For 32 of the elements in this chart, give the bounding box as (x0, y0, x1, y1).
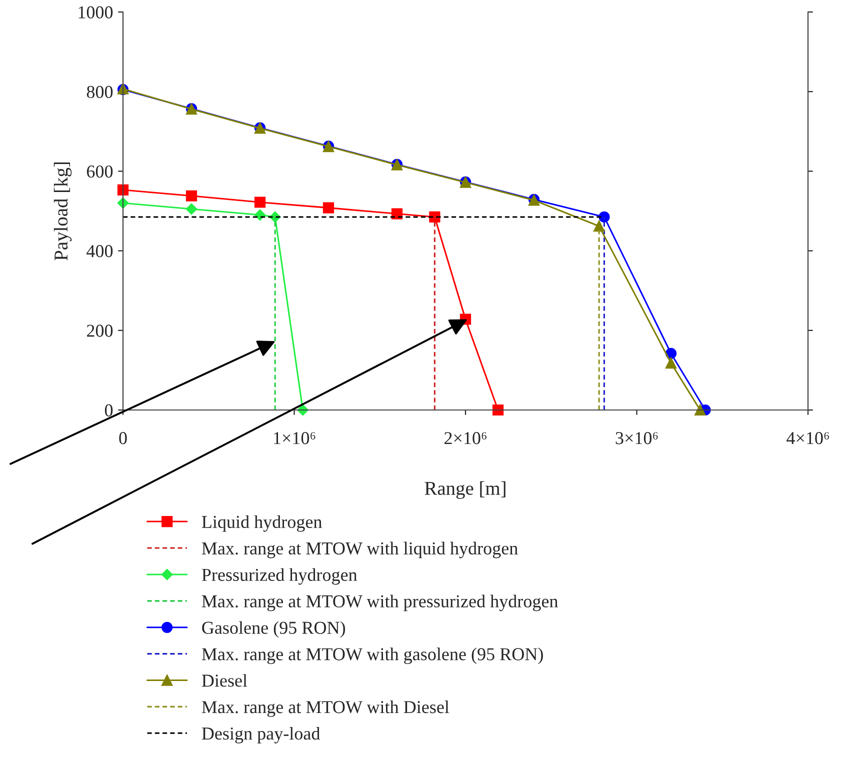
point (186, 203, 198, 215)
legend-label: Liquid hydrogen (202, 515, 322, 532)
x-axis-title: Range [m] (424, 481, 506, 499)
point (117, 184, 129, 196)
point (694, 404, 706, 416)
y-tick-label: 800 (86, 86, 113, 98)
point (594, 220, 605, 232)
y-axis-title: Payload [kg] (54, 162, 72, 260)
point (492, 404, 504, 416)
legend-label: Max. range at MTOW with Diesel (202, 700, 450, 717)
legend-label: Max. range at MTOW with liquid hydrogen (202, 542, 518, 558)
legend-label: Design pay-load (202, 726, 320, 744)
legend-label: Max. range at MTOW with gasolene (95 RON) (202, 648, 543, 664)
point (665, 357, 677, 369)
y-tick-label: 200 (86, 324, 113, 337)
point (322, 202, 334, 214)
point (598, 211, 610, 223)
x-tick-label: 0 (119, 432, 127, 444)
x-tick-label: 1×10⁶ (274, 432, 316, 444)
y-tick-label: 0 (104, 404, 113, 416)
point (254, 196, 266, 208)
legend-label: Pressurized hydrogen (202, 568, 358, 585)
y-tick-label: 1000 (78, 6, 113, 18)
legend-label: Gasolene (95 RON) (202, 621, 346, 638)
x-tick-label: 2×10⁶ (444, 432, 486, 444)
y-tick-label: 400 (86, 245, 113, 258)
point (186, 190, 198, 202)
x-tick-label: 4×10⁶ (786, 432, 829, 444)
y-tick-label: 600 (86, 165, 113, 178)
legend-label: Max. range at MTOW with pressurized hydrogen (202, 594, 558, 612)
x-tick-label: 3×10⁶ (616, 432, 658, 444)
legend-label: Diesel (202, 674, 248, 687)
